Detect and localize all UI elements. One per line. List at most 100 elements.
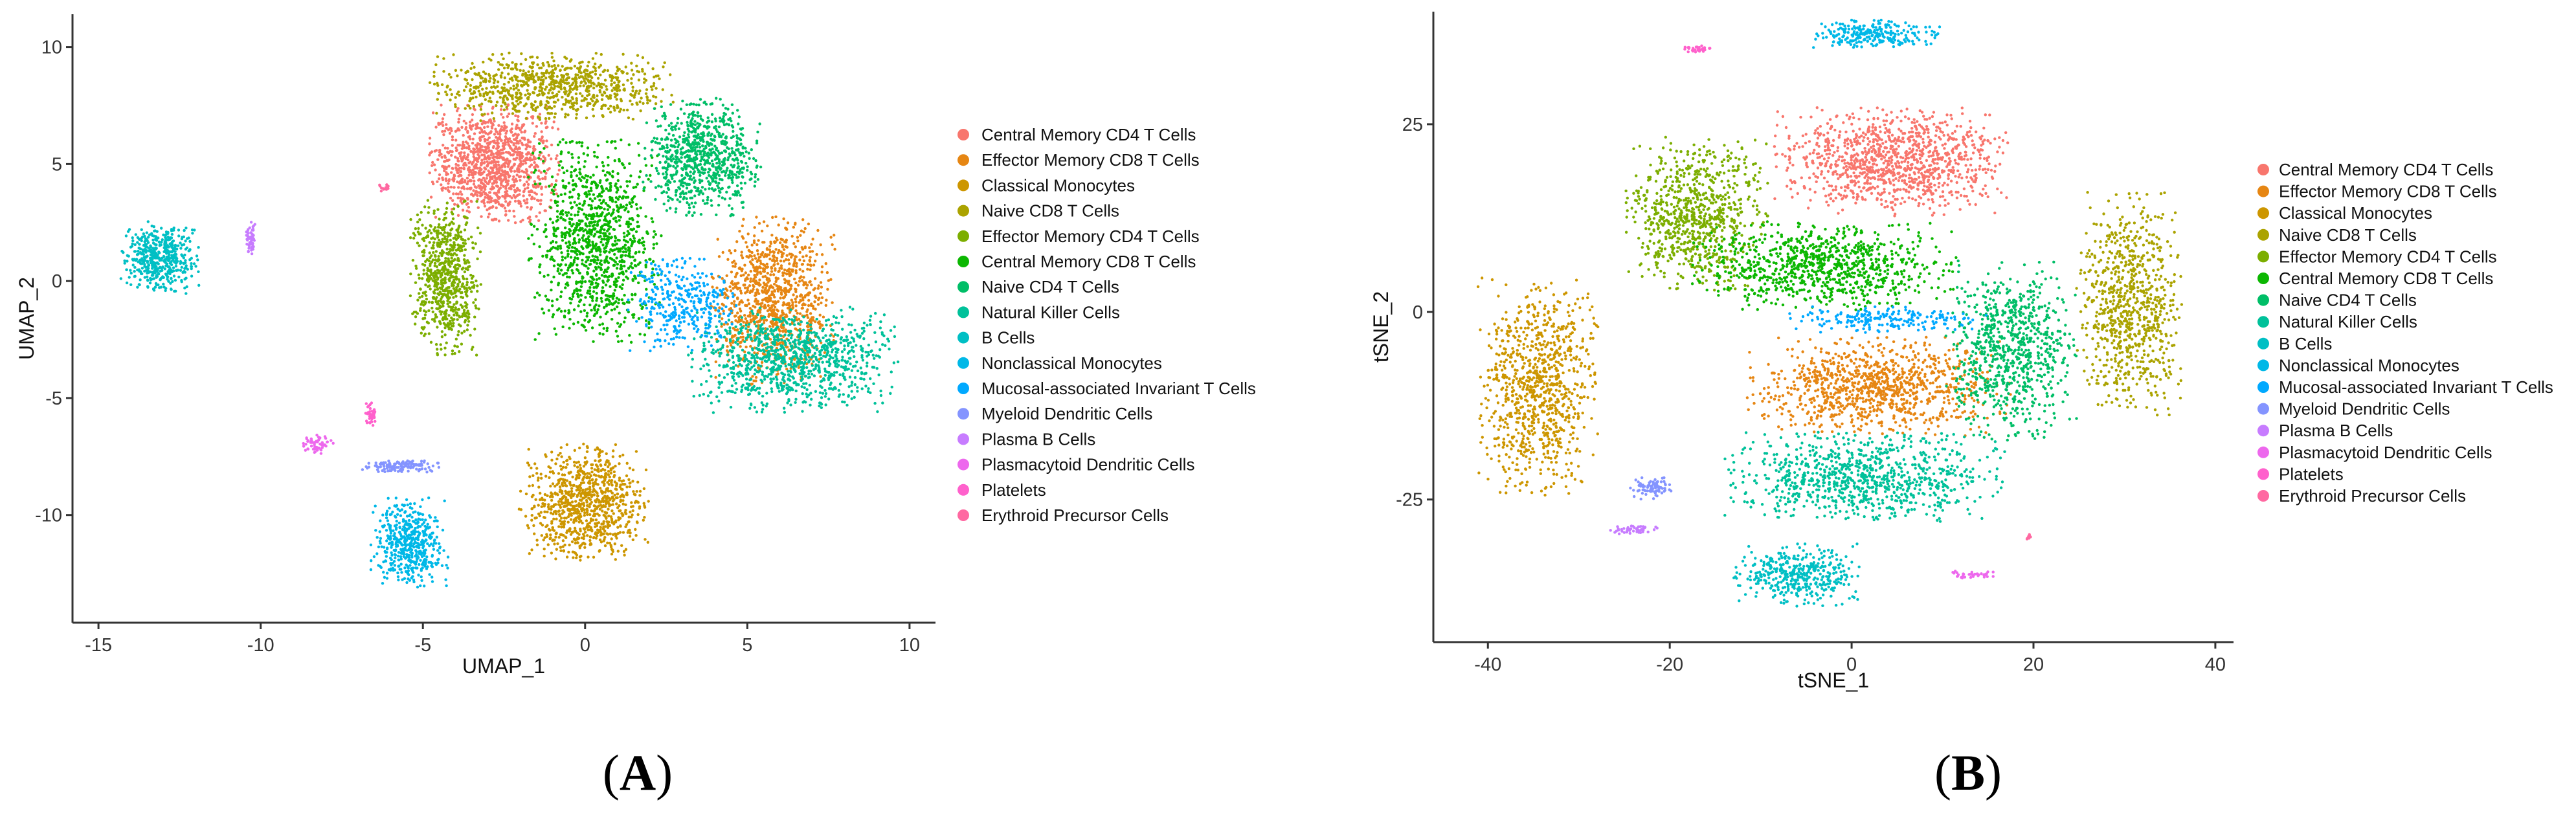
tsne-cluster-4 [2075, 191, 2183, 416]
tsne-legend-swatch [2257, 295, 2269, 306]
umap-legend-item: Naive CD4 T Cells [958, 277, 1119, 296]
umap-legend-swatch [958, 383, 969, 394]
tsne-y-tick-label: 25 [1402, 115, 1423, 135]
umap-x-tick-label: -5 [414, 635, 431, 656]
tsne-legend-swatch [2257, 425, 2269, 436]
umap-legend-swatch [958, 129, 969, 140]
tsne-legend-label: Classical Monocytes [2279, 203, 2432, 223]
umap-legend-label: Central Memory CD4 T Cells [981, 125, 1196, 144]
tsne-legend-swatch [2257, 468, 2269, 480]
tsne-cluster-6 [1691, 220, 1958, 311]
umap-legend-label: B Cells [981, 328, 1035, 348]
tsne-legend-swatch [2257, 403, 2269, 415]
tsne-legend-label: Erythroid Precursor Cells [2279, 486, 2466, 506]
tsne-legend-item: Nonclassical Monocytes [2257, 355, 2459, 375]
umap-legend-swatch [958, 332, 969, 344]
tsne-legend-item: Classical Monocytes [2257, 203, 2432, 223]
tsne-cluster-11 [1788, 306, 1988, 334]
tsne-legend-label: Mucosal-associated Invariant T Cells [2279, 377, 2553, 397]
tsne-legend-item: Natural Killer Cells [2257, 312, 2417, 331]
umap-cluster-1 [428, 104, 561, 225]
umap-legend-item: Central Memory CD8 T Cells [958, 252, 1196, 271]
tsne-legend-label: Myeloid Dendritic Cells [2279, 399, 2450, 419]
umap-cluster-15 [364, 401, 377, 427]
umap-cluster-5 [409, 199, 482, 356]
umap-legend-item: Erythroid Precursor Cells [958, 506, 1169, 525]
umap-legend-swatch [958, 205, 969, 217]
tsne-legend-label: Effector Memory CD8 T Cells [2279, 182, 2497, 201]
tsne-legend-item: Mucosal-associated Invariant T Cells [2257, 377, 2553, 397]
umap-x-axis-title: UMAP_1 [462, 654, 545, 678]
tsne-cluster-12 [1629, 476, 1672, 500]
tsne-cluster-16 [2026, 533, 2032, 540]
umap-legend-swatch [958, 459, 969, 471]
umap-legend-swatch [958, 179, 969, 191]
tsne-cluster-13 [1609, 524, 1659, 535]
umap-legend-label: Classical Monocytes [981, 175, 1135, 195]
umap-legend-swatch [958, 509, 969, 521]
tsne-points-layer [1477, 19, 2183, 608]
tsne-legend-swatch [2257, 316, 2269, 328]
tsne-legend-item: Naive CD4 T Cells [2257, 291, 2417, 310]
tsne-cluster-9 [1732, 542, 1861, 608]
tsne-legend-item: Effector Memory CD8 T Cells [2257, 182, 2497, 201]
umap-legend-item: Plasmacytoid Dendritic Cells [958, 455, 1194, 474]
tsne-legend-item: Erythroid Precursor Cells [2257, 486, 2466, 506]
tsne-x-tick-label: -40 [1474, 654, 1501, 675]
umap-legend-item: Platelets [958, 480, 1046, 500]
tsne-legend-label: Nonclassical Monocytes [2279, 355, 2459, 375]
tsne-legend-swatch [2257, 338, 2269, 350]
tsne-cluster-15 [1683, 45, 1711, 54]
umap-x-tick-label: 10 [899, 635, 920, 656]
tsne-legend-label: Plasma B Cells [2279, 421, 2393, 440]
tsne-cluster-3 [1477, 276, 1600, 496]
umap-legend-item: Mucosal-associated Invariant T Cells [958, 379, 1256, 398]
umap-legend-item: Effector Memory CD8 T Cells [958, 150, 1200, 170]
umap-cluster-14 [302, 434, 335, 455]
tsne-legend-item: Effector Memory CD4 T Cells [2257, 247, 2497, 266]
umap-cluster-9 [120, 220, 201, 295]
tsne-legend-swatch [2257, 381, 2269, 393]
tsne-legend-label: Naive CD4 T Cells [2279, 291, 2417, 310]
umap-y-axis-title: UMAP_2 [15, 277, 38, 360]
tsne-cluster-1 [1773, 106, 2010, 217]
umap-y-tick-label: 0 [52, 271, 62, 292]
tsne-legend-item: Central Memory CD4 T Cells [2257, 160, 2493, 179]
umap-legend-label: Naive CD8 T Cells [981, 201, 1119, 221]
umap-y-tick-label: 5 [52, 154, 62, 175]
tsne-legend-label: B Cells [2279, 334, 2332, 353]
umap-legend-swatch [958, 408, 969, 419]
umap-legend-swatch [958, 281, 969, 293]
umap-legend-label: Mucosal-associated Invariant T Cells [981, 379, 1256, 398]
tsne-legend-swatch [2257, 273, 2269, 284]
umap-legend-label: Effector Memory CD8 T Cells [981, 150, 1200, 170]
umap-legend-item: Effector Memory CD4 T Cells [958, 227, 1200, 246]
tsne-legend-swatch [2257, 229, 2269, 241]
panel-label-a: (A) [603, 744, 673, 801]
tsne-legend-label: Platelets [2279, 464, 2344, 484]
umap-cluster-12 [361, 460, 440, 474]
tsne-legend-swatch [2257, 490, 2269, 502]
umap-x-tick-label: 0 [580, 635, 590, 656]
tsne-y-tick-label: -25 [1396, 490, 1423, 511]
tsne-legend-swatch [2257, 207, 2269, 219]
umap-legend-swatch [958, 154, 969, 166]
tsne-legend-label: Natural Killer Cells [2279, 312, 2417, 331]
umap-legend-label: Natural Killer Cells [981, 302, 1120, 322]
umap-legend-label: Central Memory CD8 T Cells [981, 252, 1196, 271]
umap-legend-label: Effector Memory CD4 T Cells [981, 227, 1200, 246]
umap-cluster-3 [518, 443, 650, 562]
umap-legend-label: Erythroid Precursor Cells [981, 506, 1169, 525]
umap-legend-label: Nonclassical Monocytes [981, 353, 1162, 373]
tsne-legend-item: Platelets [2257, 464, 2344, 484]
panel-label-b: (B) [1934, 744, 2002, 801]
umap-legend-swatch [958, 256, 969, 267]
umap-y-tick-label: -10 [35, 506, 62, 526]
tsne-x-axis-title: tSNE_1 [1798, 669, 1869, 692]
